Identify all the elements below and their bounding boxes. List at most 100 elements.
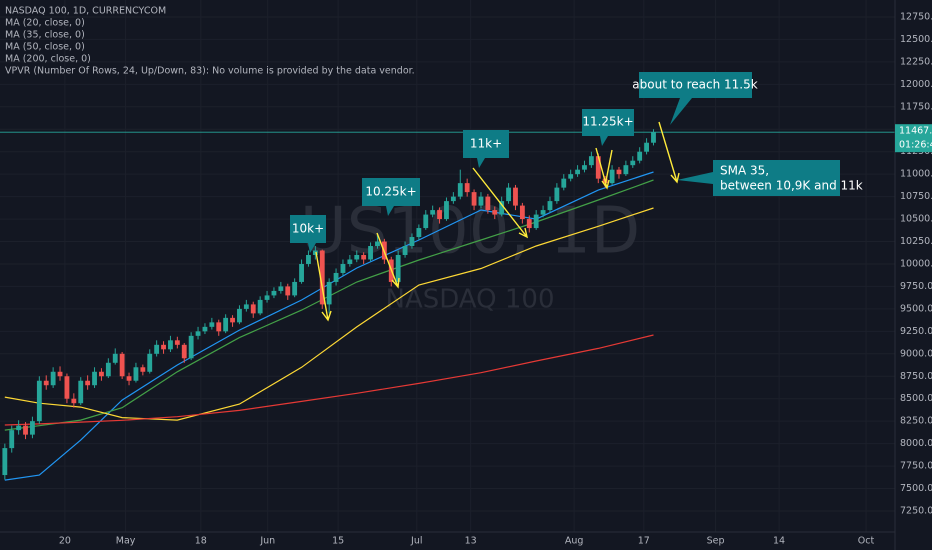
y-tick-label: 11000.00 bbox=[900, 169, 932, 180]
candle-body bbox=[30, 421, 35, 435]
candle-body bbox=[423, 214, 429, 229]
candle-body bbox=[354, 254, 360, 260]
candle-body bbox=[278, 286, 284, 291]
candle-body bbox=[540, 210, 546, 215]
y-tick-label: 12250.00 bbox=[900, 56, 932, 67]
candle-body bbox=[133, 367, 139, 381]
candle-body bbox=[299, 263, 304, 282]
candle-body bbox=[568, 174, 574, 179]
callout-text: between 10,9K and 11k bbox=[720, 179, 863, 193]
candle-body bbox=[526, 219, 532, 229]
legend-title: NASDAQ 100, 1D, CURRENCYCOM bbox=[5, 6, 166, 17]
callouts bbox=[290, 72, 840, 253]
candle-body bbox=[637, 151, 643, 161]
legend-entry: MA (200, close, 0) bbox=[5, 54, 91, 65]
candle-body bbox=[57, 371, 63, 377]
legend-entry: MA (35, close, 0) bbox=[5, 30, 85, 41]
candle-body bbox=[71, 398, 77, 404]
callout bbox=[290, 215, 326, 253]
x-tick-label: 20 bbox=[59, 536, 71, 547]
candle-body bbox=[209, 322, 215, 327]
candle-body bbox=[437, 210, 442, 220]
moving-average-line bbox=[4, 207, 654, 421]
x-tick-label: Oct bbox=[858, 536, 875, 547]
candle-body bbox=[588, 156, 594, 166]
y-tick-label: 8500.00 bbox=[900, 393, 932, 404]
candle-body bbox=[105, 362, 111, 377]
y-tick-label: 9750.00 bbox=[900, 281, 932, 292]
y-tick-label: 12500.00 bbox=[900, 34, 932, 45]
candle-body bbox=[395, 254, 401, 282]
candle-body bbox=[368, 246, 373, 260]
x-tick-label: 17 bbox=[638, 536, 650, 547]
arrow bbox=[595, 147, 610, 190]
y-tick-label: 10250.00 bbox=[900, 236, 932, 247]
candle-body bbox=[471, 192, 477, 206]
candle-body bbox=[140, 367, 146, 372]
y-tick-label: 9250.00 bbox=[900, 326, 932, 337]
candle-body bbox=[64, 376, 70, 399]
y-tick-label: 8250.00 bbox=[900, 416, 932, 427]
candle-body bbox=[16, 425, 22, 431]
countdown-label: 01:26:46 bbox=[899, 140, 932, 151]
candle-body bbox=[464, 183, 470, 193]
candle-body bbox=[112, 353, 118, 363]
candle-body bbox=[292, 281, 298, 296]
y-tick-label: 7750.00 bbox=[900, 461, 932, 472]
candle-body bbox=[43, 380, 49, 386]
candle-body bbox=[416, 228, 422, 238]
candle-body bbox=[230, 317, 235, 323]
candle-body bbox=[651, 132, 656, 143]
candle-body bbox=[195, 331, 201, 336]
legend: NASDAQ 100, 1D, CURRENCYCOM MA (20, clos… bbox=[5, 6, 415, 77]
candle-body bbox=[361, 254, 367, 260]
y-tick-label: 9500.00 bbox=[900, 303, 932, 314]
callout-text: 10k+ bbox=[292, 222, 324, 236]
candle-body bbox=[92, 371, 97, 386]
candle-body bbox=[547, 201, 553, 211]
callout-text: 10.25k+ bbox=[365, 185, 416, 199]
x-tick-label: Aug bbox=[565, 536, 584, 547]
callout-text: about to reach 11.5k bbox=[632, 78, 757, 92]
callout bbox=[582, 109, 634, 146]
candle-body bbox=[23, 425, 28, 435]
x-tick-label: 15 bbox=[332, 536, 344, 547]
y-tick-label: 9000.00 bbox=[900, 348, 932, 359]
y-tick-label: 10750.00 bbox=[900, 191, 932, 202]
arrow bbox=[376, 232, 400, 289]
candle-body bbox=[609, 169, 615, 184]
y-tick-label: 11750.00 bbox=[900, 101, 932, 112]
candle-body bbox=[430, 210, 436, 215]
arrow bbox=[472, 167, 529, 239]
candle-body bbox=[492, 210, 498, 215]
candle-body bbox=[188, 335, 194, 359]
candle-body bbox=[561, 178, 567, 188]
last-price-tag bbox=[895, 124, 932, 153]
y-tick-label: 8000.00 bbox=[900, 438, 932, 449]
candle-body bbox=[243, 304, 249, 309]
candle-body bbox=[264, 295, 270, 300]
candle-body bbox=[126, 376, 132, 381]
candle-body bbox=[595, 156, 601, 179]
candle-body bbox=[174, 340, 180, 345]
legend-entry: MA (50, close, 0) bbox=[5, 42, 85, 53]
candle-body bbox=[457, 183, 463, 197]
y-tick-label: 8750.00 bbox=[900, 371, 932, 382]
candle-body bbox=[99, 371, 104, 377]
arrow bbox=[315, 251, 332, 322]
candle-body bbox=[181, 344, 187, 359]
candle-body bbox=[575, 169, 580, 175]
candle-body bbox=[216, 322, 222, 332]
candle-body bbox=[257, 299, 263, 314]
plot bbox=[0, 129, 895, 481]
x-tick-label: Jun bbox=[259, 536, 275, 547]
candle-body bbox=[450, 196, 456, 202]
y-tick-label: 7500.00 bbox=[900, 483, 932, 494]
y-tick-label: 12750.00 bbox=[900, 11, 932, 22]
candle-body bbox=[271, 290, 277, 296]
y-tick-label: 10500.00 bbox=[900, 214, 932, 225]
candle-body bbox=[554, 187, 560, 202]
x-tick-label: 18 bbox=[195, 536, 207, 547]
candle-body bbox=[409, 237, 415, 247]
